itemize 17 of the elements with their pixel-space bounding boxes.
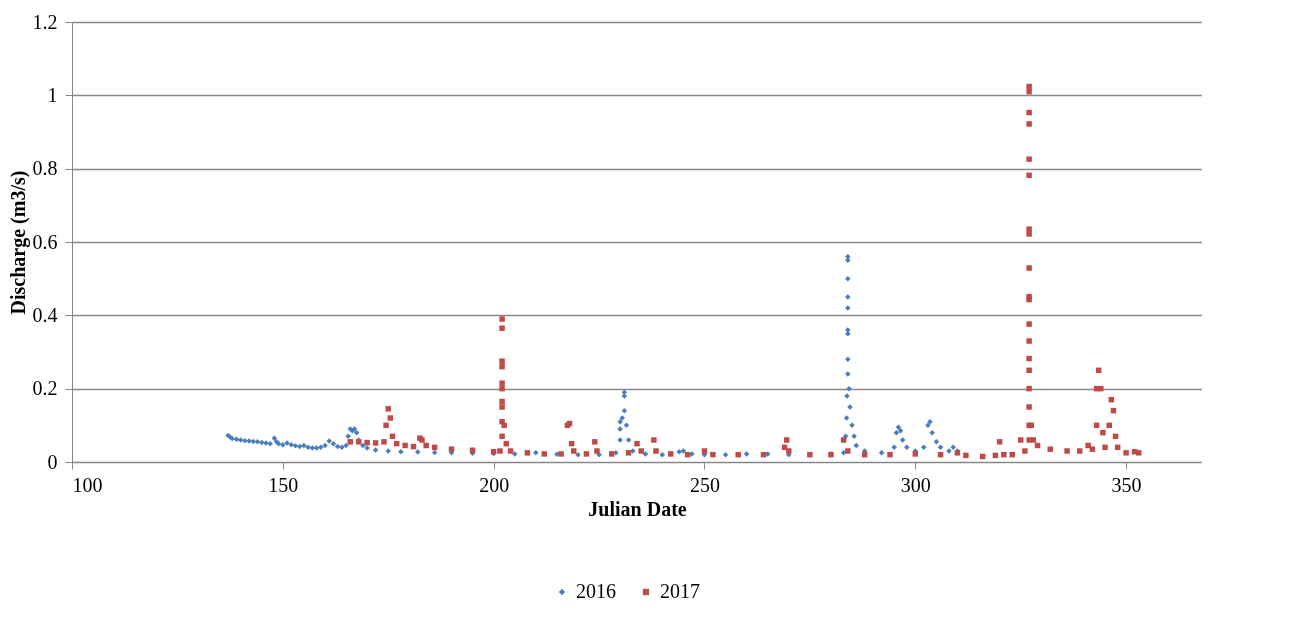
- y-tick-label: 0.4: [32, 303, 58, 326]
- x-tick-label: 150: [268, 473, 299, 496]
- x-tick-label: 200: [479, 473, 510, 496]
- x-tick-label: 250: [689, 473, 720, 496]
- legend-label: 2016: [576, 580, 616, 602]
- y-tick-label: 0.8: [32, 157, 58, 180]
- y-tick-label: 1: [47, 83, 58, 106]
- x-tick-label: 350: [1111, 473, 1142, 496]
- y-tick-label: 0.2: [32, 377, 58, 400]
- x-tick-label: 300: [900, 473, 931, 496]
- y-tick-label: 0: [47, 450, 58, 473]
- y-tick-label: 0.6: [32, 230, 58, 253]
- x-axis-title: Julian Date: [588, 497, 687, 520]
- y-axis-title: Discharge (m3/s): [6, 170, 30, 315]
- legend-label: 2017: [660, 580, 700, 602]
- y-tick-label: 1.2: [32, 10, 58, 33]
- x-tick-label: 100: [72, 473, 103, 496]
